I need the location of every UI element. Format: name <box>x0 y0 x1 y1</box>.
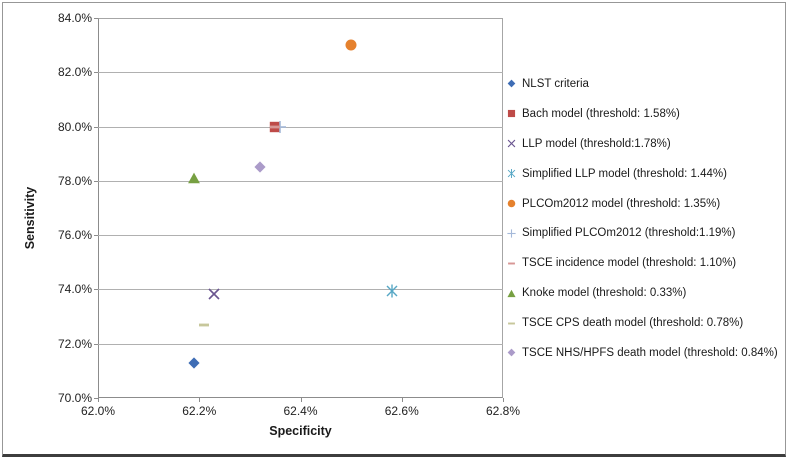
y-tick-mark <box>94 72 98 74</box>
y-tick-mark <box>94 289 98 291</box>
y-tick-mark <box>94 398 98 399</box>
simplified-plcom2012-marker-icon <box>507 229 516 238</box>
data-point-nlst-criteria <box>188 357 200 369</box>
x-axis-title: Specificity <box>269 424 332 438</box>
x-tick-label: 62.0% <box>80 404 116 418</box>
data-point-llp-model <box>208 287 221 300</box>
legend-item-plcom2012-model: PLCOm2012 model (threshold: 1.35%) <box>506 189 778 219</box>
y-tick-label: 72.0% <box>57 336 92 351</box>
legend-item-bach-model: Bach model (threshold: 1.58%) <box>506 99 778 129</box>
legend-label: TSCE NHS/HPFS death model (threshold: 0.… <box>522 346 778 359</box>
plcom2012-model-marker-icon <box>507 199 516 208</box>
y-tick-label: 78.0% <box>57 173 92 188</box>
y-tick-mark <box>94 18 98 19</box>
data-point-tsce-incidence-model <box>270 125 281 128</box>
gridline <box>98 126 503 128</box>
gridline <box>98 289 503 291</box>
data-point-knoke-model <box>188 172 201 184</box>
legend-item-llp-model: LLP model (threshold:1.78%) <box>506 129 778 159</box>
x-tick-label: 62.4% <box>283 404 318 418</box>
tsce-cps-death-model-marker-icon <box>508 322 515 325</box>
y-tick-label: 70.0% <box>57 391 92 405</box>
data-point-tsce-cps-death-model <box>199 323 210 327</box>
gridline <box>98 235 503 237</box>
legend-item-simplified-llp-model: Simplified LLP model (threshold: 1.44%) <box>506 159 778 189</box>
legend-label: LLP model (threshold:1.78%) <box>522 137 671 150</box>
nlst-criteria-marker-icon <box>507 80 516 88</box>
legend-label: Bach model (threshold: 1.58%) <box>522 107 680 120</box>
y-tick-label: 74.0% <box>57 282 92 297</box>
x-tick-mark <box>503 398 504 402</box>
y-tick-label: 80.0% <box>57 119 92 134</box>
x-tick-label: 62.2% <box>182 404 217 418</box>
tsce-nhs-hpfs-death-model-marker-icon <box>507 349 516 357</box>
data-point-simplified-llp-model <box>386 284 398 298</box>
x-tick-label: 62.8% <box>485 404 521 418</box>
legend-label: NLST criteria <box>522 77 589 90</box>
knoke-model-marker-icon <box>507 289 516 297</box>
legend-item-simplified-plcom2012: Simplified PLCOm2012 (threshold:1.19%) <box>506 218 778 248</box>
legend-label: Knoke model (threshold: 0.33%) <box>522 287 687 300</box>
data-point-plcom2012-model <box>345 39 357 51</box>
legend-label: TSCE incidence model (threshold: 1.10%) <box>522 257 737 270</box>
bach-model-marker-icon <box>507 110 516 118</box>
x-tick-mark <box>98 398 99 402</box>
llp-model-marker-icon <box>507 139 516 148</box>
x-tick-label: 62.6% <box>384 404 419 418</box>
y-tick-label: 82.0% <box>57 65 92 80</box>
x-tick-mark <box>199 398 201 402</box>
plot-area <box>98 18 503 398</box>
y-tick-label: 76.0% <box>57 228 92 243</box>
x-tick-mark <box>401 398 403 402</box>
legend-item-knoke-model: Knoke model (threshold: 0.33%) <box>506 278 778 308</box>
y-tick-label: 84.0% <box>57 11 92 25</box>
y-tick-mark <box>94 180 98 182</box>
tsce-incidence-model-marker-icon <box>508 262 515 265</box>
y-tick-mark <box>94 235 98 237</box>
y-tick-mark <box>94 126 98 128</box>
legend-label: PLCOm2012 model (threshold: 1.35%) <box>522 197 721 210</box>
legend-label: Simplified PLCOm2012 (threshold:1.19%) <box>522 227 736 240</box>
legend: NLST criteria Bach model (threshold: 1.58… <box>506 69 778 368</box>
gridline <box>98 343 503 345</box>
gridline <box>98 180 503 182</box>
simplified-llp-model-marker-icon <box>507 169 516 179</box>
legend-label: TSCE CPS death model (threshold: 0.78%) <box>522 317 744 330</box>
legend-item-tsce-cps-death-model: TSCE CPS death model (threshold: 0.78%) <box>506 308 778 338</box>
legend-item-tsce-incidence-model: TSCE incidence model (threshold: 1.10%) <box>506 248 778 278</box>
y-tick-mark <box>94 343 98 345</box>
legend-label: Simplified LLP model (threshold: 1.44%) <box>522 167 727 180</box>
gridline <box>98 72 503 74</box>
y-axis-title: Sensitivity <box>23 186 37 250</box>
legend-item-nlst-criteria: NLST criteria <box>506 69 778 99</box>
data-point-tsce-nhs-hpfs-death-model <box>254 161 266 173</box>
legend-item-tsce-nhs-hpfs-death-model: TSCE NHS/HPFS death model (threshold: 0.… <box>506 338 778 368</box>
x-tick-mark <box>300 398 302 402</box>
